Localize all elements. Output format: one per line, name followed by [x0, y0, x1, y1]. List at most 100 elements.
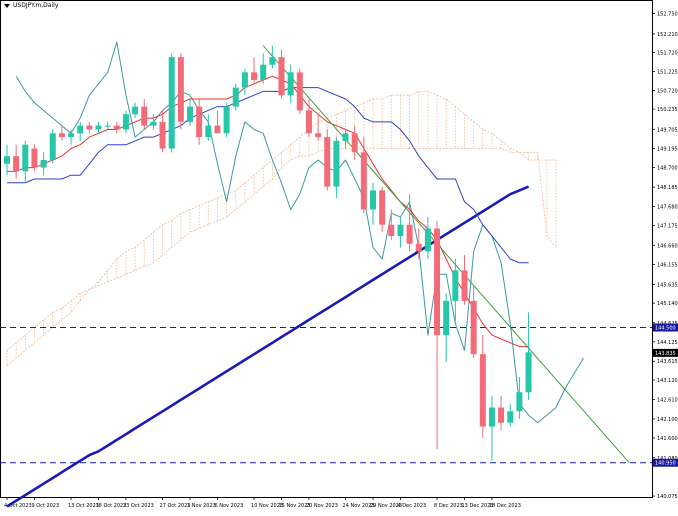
ma200-line: [6, 185, 530, 508]
x-tick-label: 8 Dec 2023: [434, 503, 463, 509]
candle-body: [415, 243, 422, 252]
x-tick-label: 18 Dec 2023: [489, 503, 521, 509]
x-tick-label: 1 Nov 2023: [187, 503, 216, 509]
candle-body: [4, 156, 10, 164]
candle-body: [507, 411, 514, 423]
candle-body: [287, 72, 294, 96]
current-price-label-bg: [653, 348, 678, 357]
kijun-sen-line: [7, 87, 529, 264]
candle-body: [168, 57, 175, 149]
y-tick-label: 152.750: [657, 11, 678, 17]
x-tick-label: 27 Oct 2023: [160, 503, 191, 509]
x-tick-label: 9 Oct 2023: [31, 503, 59, 509]
dropdown-triangle-icon: [4, 3, 10, 8]
y-tick-label: 146.155: [657, 262, 678, 268]
level-price-label: 144.500: [655, 326, 676, 332]
candle-body: [351, 133, 358, 153]
candle-body: [251, 72, 258, 80]
y-tick-label: 149.705: [657, 127, 678, 133]
candle-body: [232, 87, 239, 107]
candle-body: [159, 121, 166, 149]
candle-body: [269, 57, 276, 65]
candle-body: [150, 121, 157, 126]
y-tick-label: 142.100: [657, 417, 678, 423]
candle-body: [434, 228, 441, 336]
candle-body: [333, 140, 340, 187]
candle-body: [397, 224, 404, 237]
candle-body: [479, 354, 486, 427]
x-tick-label: 29 Nov 2023: [370, 503, 402, 509]
x-tick-label: 20 Nov 2023: [306, 503, 338, 509]
x-tick-label: 4 Dec 2023: [397, 503, 426, 509]
current-price-label: 143.835: [655, 351, 676, 357]
candle-body: [122, 114, 129, 130]
y-tick-label: 140.075: [657, 494, 678, 500]
candle-body: [22, 144, 29, 172]
x-tick-label: 18 Oct 2023: [96, 503, 127, 509]
y-tick-label: 147.680: [657, 204, 678, 210]
tenkan-sen-line: [7, 75, 529, 348]
plot-frame: [0, 0, 653, 498]
candle-body: [205, 125, 212, 138]
candle-body: [13, 156, 20, 172]
candle-body: [86, 125, 93, 130]
candle-body: [360, 152, 367, 210]
candle-body: [223, 106, 230, 134]
candle-body: [443, 300, 450, 336]
x-tick-label: 23 Oct 2023: [123, 503, 154, 509]
candle-body: [77, 125, 84, 134]
level-price-label-bg: [653, 458, 678, 467]
candle-body: [58, 133, 65, 138]
candle-body: [31, 148, 38, 168]
y-tick-label: 152.210: [657, 32, 678, 38]
candle-body: [470, 300, 477, 355]
y-tick-label: 142.610: [657, 398, 678, 404]
y-tick-label: 141.600: [657, 436, 678, 442]
y-tick-label: 144.125: [657, 340, 678, 346]
candle-body: [516, 392, 523, 412]
x-tick-label: 24 Nov 2023: [343, 503, 375, 509]
chart-title: USDJPY.m,Daily: [4, 2, 58, 9]
candle-body: [461, 270, 468, 301]
y-tick-label: 143.120: [657, 378, 678, 384]
candle-body: [370, 190, 376, 210]
level-price-label: 140.950: [655, 461, 676, 467]
candle-body: [406, 224, 413, 244]
candle-body: [388, 224, 395, 237]
candle-body: [342, 133, 349, 141]
candle-body: [424, 228, 431, 252]
candle-body: [141, 106, 148, 126]
candle-body: [95, 125, 102, 130]
y-tick-label: 145.635: [657, 282, 678, 288]
candle-body: [260, 64, 267, 80]
x-tick-label: 13 Oct 2023: [68, 503, 99, 509]
level-price-label-bg: [653, 323, 678, 332]
candle-body: [305, 110, 312, 134]
candle-body: [40, 159, 47, 168]
candle-body: [498, 407, 505, 423]
candle-body: [315, 133, 322, 138]
candle-body: [104, 125, 111, 127]
candle-body: [214, 125, 221, 134]
x-tick-label: 13 Dec 2023: [462, 503, 494, 509]
trend-line: [262, 45, 630, 464]
y-tick-label: 150.720: [657, 89, 678, 95]
y-tick-label: 151.225: [657, 69, 678, 75]
y-tick-label: 146.660: [657, 243, 678, 249]
x-tick-label: 10 Nov 2023: [251, 503, 283, 509]
x-tick-label: 15 Nov 2023: [279, 503, 311, 509]
x-tick-label: 4 Oct 2023: [4, 503, 32, 509]
chart-title-text: USDJPY.m,Daily: [13, 2, 59, 9]
y-tick-label: 143.615: [657, 359, 678, 365]
candle-body: [379, 190, 386, 225]
candle-body: [196, 106, 203, 138]
candle-body: [132, 106, 139, 115]
candle-body: [452, 270, 459, 301]
candle-body: [68, 133, 75, 138]
y-tick-label: 151.720: [657, 51, 678, 57]
y-tick-label: 149.195: [657, 147, 678, 153]
candle-body: [488, 407, 495, 427]
x-tick-label: 6 Nov 2023: [214, 503, 243, 509]
